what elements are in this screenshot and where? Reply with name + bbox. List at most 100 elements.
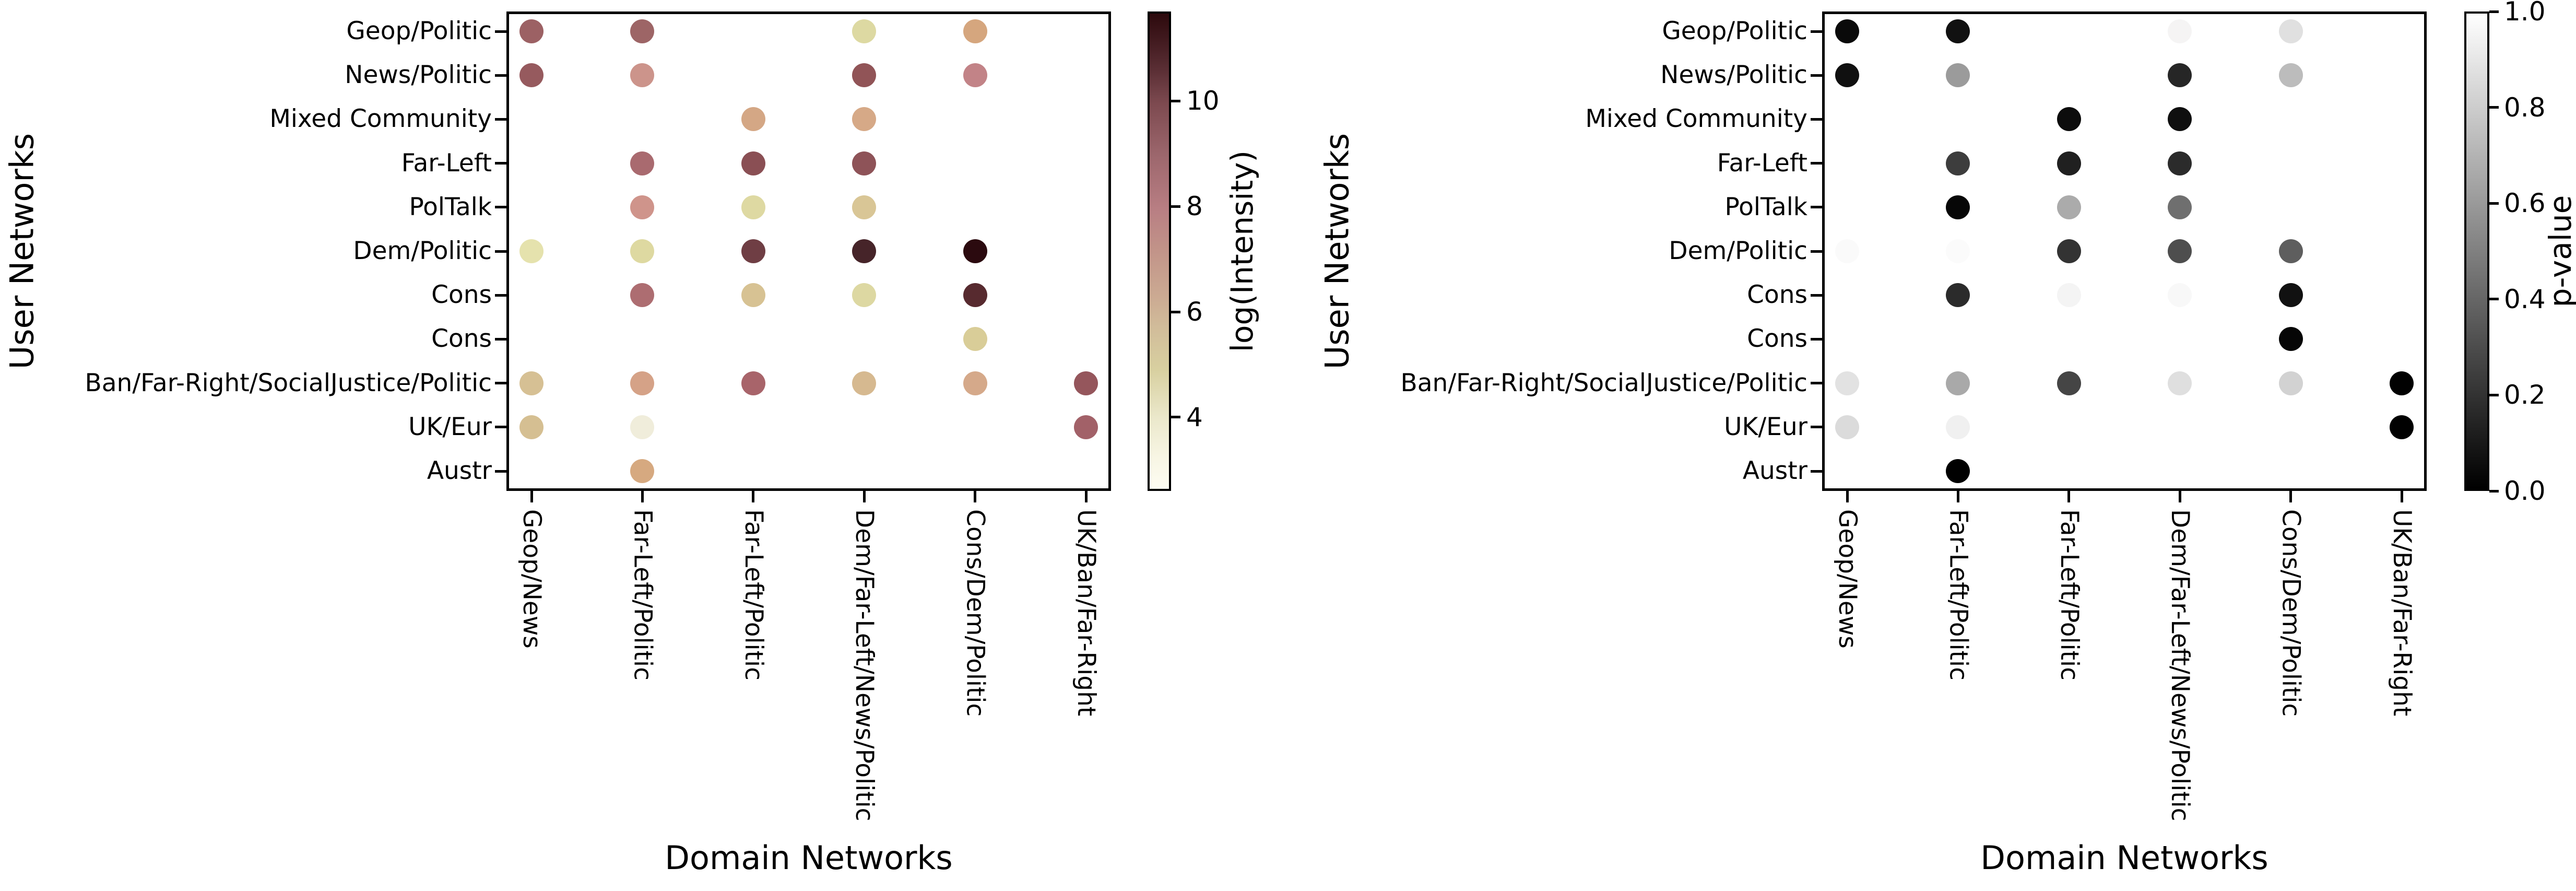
dot-intensity-r2-c2 <box>741 107 765 132</box>
dot-intensity-r8-c3 <box>852 371 877 395</box>
colorbar-tick-label: 0.8 <box>2504 92 2546 123</box>
dot-intensity-r8-c0 <box>519 371 543 395</box>
colorbar-pvalue <box>2464 11 2489 491</box>
dot-pvalue-r4-c2 <box>2057 195 2081 219</box>
dot-pvalue-r0-c1 <box>1946 19 1970 43</box>
y-tick-mark <box>1811 162 1822 165</box>
colorbar-tick-mark <box>2489 489 2499 493</box>
dot-pvalue-r5-c2 <box>2057 239 2081 263</box>
dot-pvalue-r10-c1 <box>1946 459 1970 483</box>
y-tick-mark <box>1811 294 1822 297</box>
dot-intensity-r9-c1 <box>630 415 655 439</box>
y-tick-mark <box>1811 206 1822 209</box>
dot-pvalue-r4-c1 <box>1946 195 1970 219</box>
dot-intensity-r1-c4 <box>963 63 987 88</box>
y-tick-label: Far-Left <box>401 148 492 178</box>
y-tick-mark <box>1811 470 1822 473</box>
x-tick-mark <box>641 491 644 502</box>
dot-pvalue-r9-c5 <box>2390 415 2414 439</box>
dot-intensity-r0-c4 <box>963 19 987 43</box>
colorbar-tick-label: 8 <box>1186 191 1203 222</box>
dot-intensity-r5-c0 <box>519 239 543 263</box>
dot-pvalue-r0-c0 <box>1835 19 1859 43</box>
colorbar-label-intensity: log(Intensity) <box>1224 150 1260 353</box>
x-axis-title-intensity: Domain Networks <box>665 839 953 877</box>
y-axis-title-pvalue: User Networks <box>1318 133 1356 370</box>
dot-pvalue-r3-c2 <box>2057 151 2081 175</box>
dot-intensity-r9-c5 <box>1074 415 1098 439</box>
y-tick-label: UK/Eur <box>1724 412 1807 441</box>
colorbar-tick-mark <box>2489 10 2499 13</box>
dot-pvalue-r7-c4 <box>2278 327 2303 351</box>
x-tick-mark <box>1084 491 1088 502</box>
colorbar-tick-mark <box>1171 310 1180 313</box>
dot-intensity-r0-c3 <box>852 19 877 43</box>
dot-pvalue-r1-c4 <box>2278 63 2303 88</box>
x-tick-mark <box>2067 491 2071 502</box>
colorbar-intensity <box>1148 11 1171 491</box>
dot-intensity-r6-c1 <box>630 283 655 308</box>
x-tick-label: Geop/News <box>1833 509 1862 649</box>
dot-intensity-r3-c2 <box>741 151 765 175</box>
y-tick-mark <box>495 118 506 121</box>
y-tick-label: Dem/Politic <box>1669 237 1807 265</box>
colorbar-tick-mark <box>1171 99 1180 102</box>
x-tick-label: UK/Ban/Far-Right <box>2388 509 2416 717</box>
plot-area-intensity <box>506 11 1111 491</box>
colorbar-tick-label: 10 <box>1186 86 1220 116</box>
x-tick-mark <box>1956 491 1959 502</box>
y-tick-mark <box>495 206 506 209</box>
y-tick-label: Ban/Far-Right/SocialJustice/Politic <box>1400 368 1808 397</box>
colorbar-tick-label: 0.0 <box>2504 476 2546 506</box>
dot-pvalue-r8-c2 <box>2057 371 2081 395</box>
x-tick-mark <box>752 491 755 502</box>
dot-intensity-r3-c3 <box>852 151 877 175</box>
x-tick-mark <box>1846 491 1849 502</box>
y-tick-label: Geop/Politic <box>346 17 492 45</box>
colorbar-tick-mark <box>2489 298 2499 301</box>
colorbar-tick-mark <box>1171 205 1180 208</box>
dot-intensity-r10-c1 <box>630 459 655 483</box>
y-tick-mark <box>495 30 506 33</box>
x-tick-label: Far-Left/Politic <box>628 509 657 681</box>
dot-intensity-r8-c1 <box>630 371 655 395</box>
y-tick-mark <box>495 162 506 165</box>
y-tick-mark <box>1811 426 1822 429</box>
y-tick-mark <box>1811 74 1822 77</box>
y-tick-label: Far-Left <box>1717 148 1807 178</box>
dot-pvalue-r0-c3 <box>2168 19 2192 43</box>
y-tick-label: PolTalk <box>1724 192 1808 221</box>
dot-intensity-r5-c4 <box>963 239 987 263</box>
y-tick-label: Austr <box>427 456 492 485</box>
y-tick-mark <box>1811 30 1822 33</box>
y-tick-label: Dem/Politic <box>353 237 492 265</box>
dot-intensity-r1-c3 <box>852 63 877 88</box>
dot-intensity-r8-c4 <box>963 371 987 395</box>
colorbar-tick-label: 4 <box>1186 402 1203 432</box>
dot-pvalue-r9-c0 <box>1835 415 1859 439</box>
dot-pvalue-r2-c3 <box>2168 107 2192 132</box>
colorbar-tick-label: 6 <box>1186 297 1203 327</box>
dot-pvalue-r6-c2 <box>2057 283 2081 308</box>
dot-intensity-r0-c0 <box>519 19 543 43</box>
y-tick-label: UK/Eur <box>408 412 492 441</box>
dot-intensity-r5-c1 <box>630 239 655 263</box>
y-tick-label: Mixed Community <box>1585 104 1807 134</box>
dot-pvalue-r2-c2 <box>2057 107 2081 132</box>
y-tick-label: News/Politic <box>1660 61 1807 90</box>
dot-intensity-r2-c3 <box>852 107 877 132</box>
x-tick-mark <box>974 491 977 502</box>
x-tick-label: Far-Left/Politic <box>1944 509 1973 681</box>
y-axis-title-intensity: User Networks <box>3 133 41 370</box>
x-tick-label: Geop/News <box>517 509 546 649</box>
dot-intensity-r6-c3 <box>852 283 877 308</box>
dot-pvalue-r8-c3 <box>2168 371 2192 395</box>
colorbar-tick-label: 0.6 <box>2504 188 2546 219</box>
y-tick-label: Cons <box>1747 280 1807 310</box>
y-tick-label: Cons <box>431 280 492 310</box>
y-tick-mark <box>1811 382 1822 385</box>
colorbar-tick-label: 0.2 <box>2504 380 2546 411</box>
dot-intensity-r8-c2 <box>741 371 765 395</box>
x-tick-mark <box>530 491 533 502</box>
dot-pvalue-r1-c1 <box>1946 63 1970 88</box>
